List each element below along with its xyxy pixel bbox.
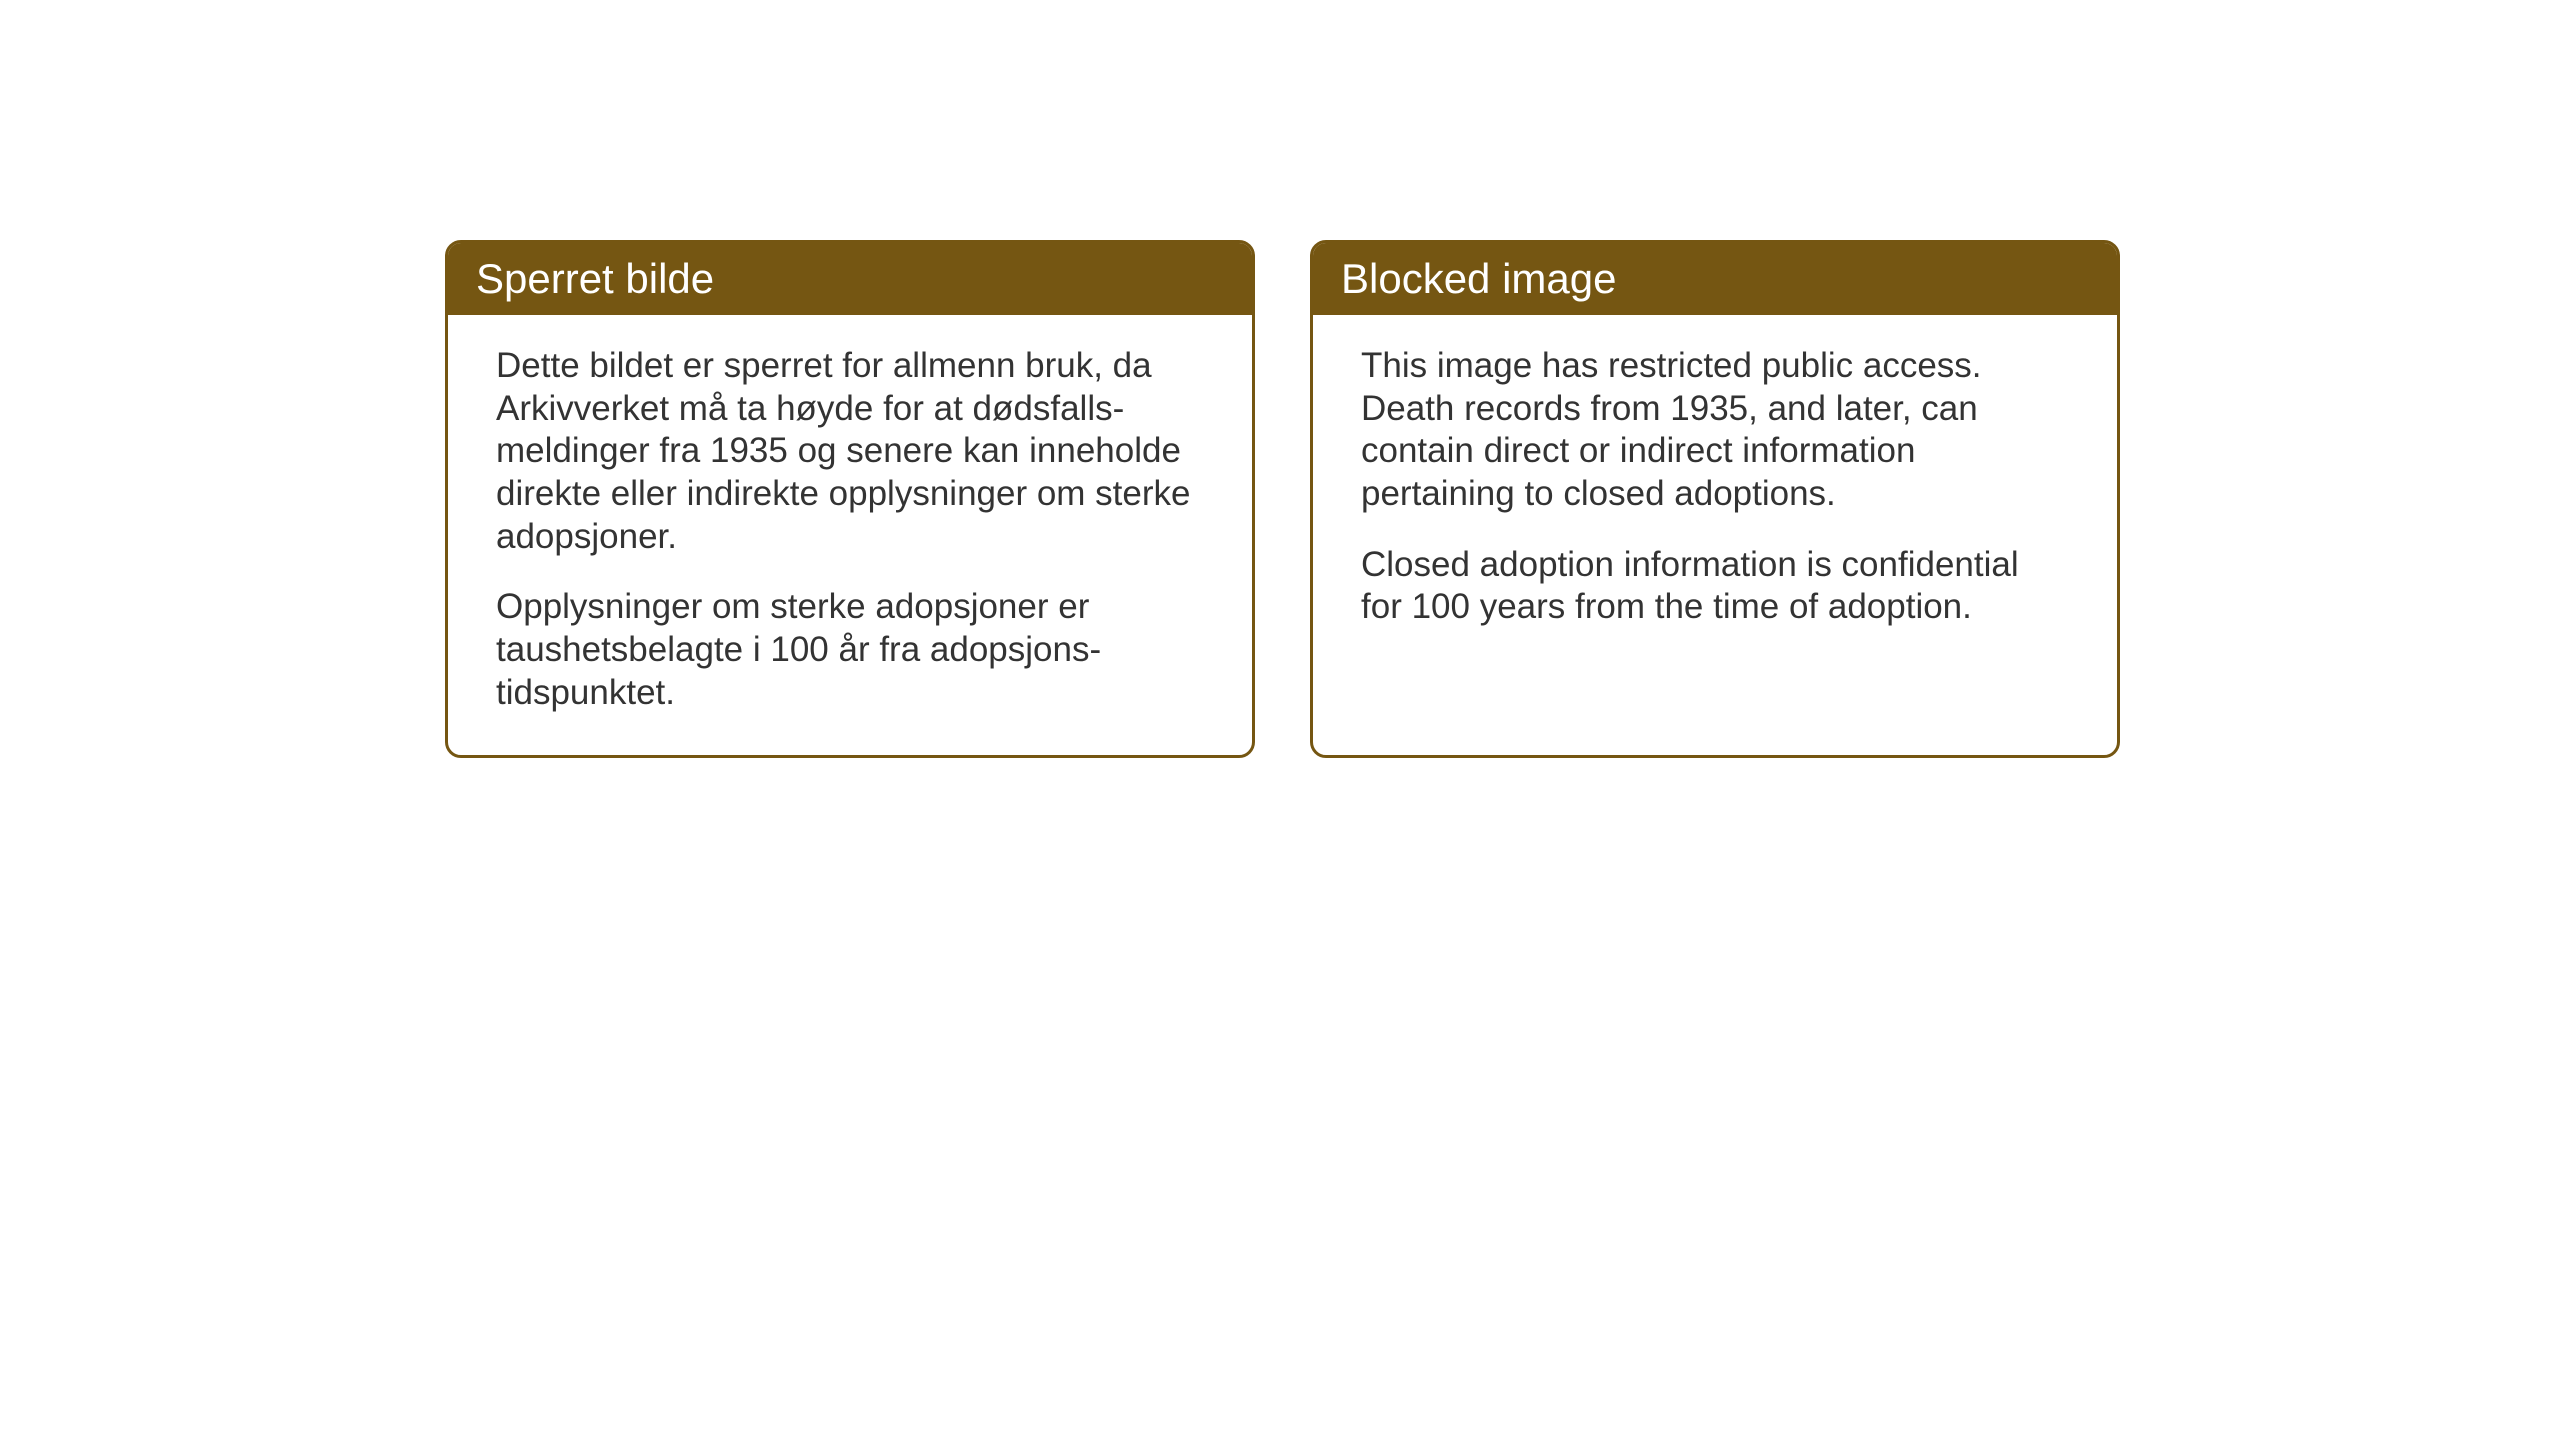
english-notice-card: Blocked image This image has restricted … bbox=[1310, 240, 2120, 758]
english-paragraph-1: This image has restricted public access.… bbox=[1361, 345, 2069, 516]
norwegian-card-header: Sperret bilde bbox=[448, 243, 1252, 315]
norwegian-card-title: Sperret bilde bbox=[476, 255, 714, 302]
norwegian-paragraph-2: Opplysninger om sterke adopsjoner er tau… bbox=[496, 586, 1204, 714]
notice-container: Sperret bilde Dette bildet er sperret fo… bbox=[445, 240, 2120, 758]
english-card-body: This image has restricted public access.… bbox=[1313, 315, 2117, 669]
norwegian-paragraph-1: Dette bildet er sperret for allmenn bruk… bbox=[496, 345, 1204, 558]
english-card-header: Blocked image bbox=[1313, 243, 2117, 315]
english-paragraph-2: Closed adoption information is confident… bbox=[1361, 544, 2069, 629]
english-card-title: Blocked image bbox=[1341, 255, 1616, 302]
norwegian-card-body: Dette bildet er sperret for allmenn bruk… bbox=[448, 315, 1252, 755]
norwegian-notice-card: Sperret bilde Dette bildet er sperret fo… bbox=[445, 240, 1255, 758]
